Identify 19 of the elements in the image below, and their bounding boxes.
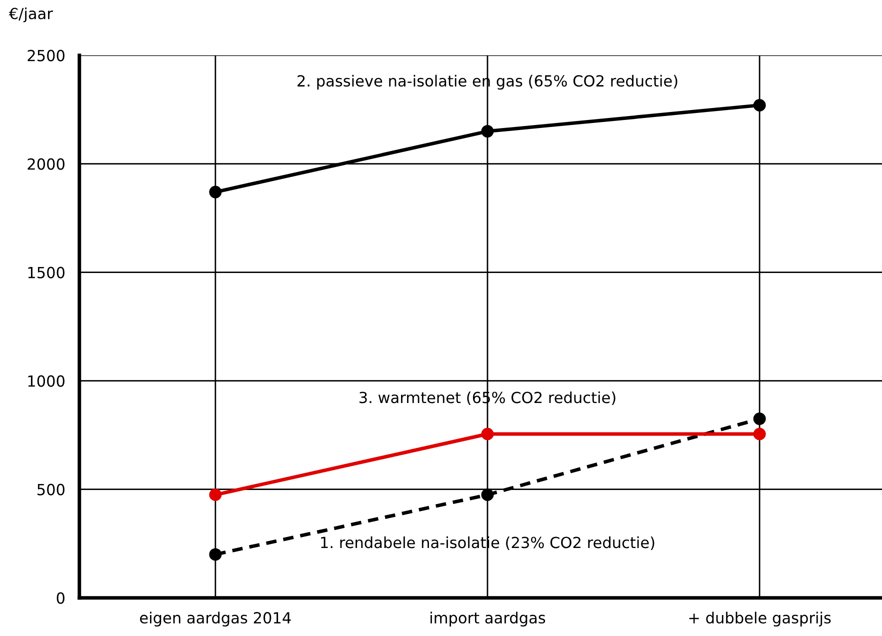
x-tick-label: eigen aardgas 2014 (140, 612, 291, 627)
y-tick-label: 2000 (28, 158, 64, 170)
point (209, 548, 222, 561)
point (753, 412, 766, 426)
point (481, 125, 494, 138)
y-tick-label: 0 (56, 592, 64, 604)
y-tick-label: 1000 (28, 375, 64, 387)
x-tick-label: + dubbele gasprijs (689, 612, 831, 627)
y-tick-label: 1500 (28, 266, 64, 278)
point (481, 428, 494, 440)
point (481, 488, 494, 502)
point (753, 98, 766, 112)
point (209, 488, 222, 502)
y-axis-title: €/jaar (8, 7, 53, 22)
y-tick-label: 2500 (28, 50, 64, 62)
y-tick-label: 500 (38, 484, 64, 496)
x-tick-label: import aardgas (430, 612, 546, 627)
point (753, 428, 766, 440)
point (209, 186, 222, 198)
